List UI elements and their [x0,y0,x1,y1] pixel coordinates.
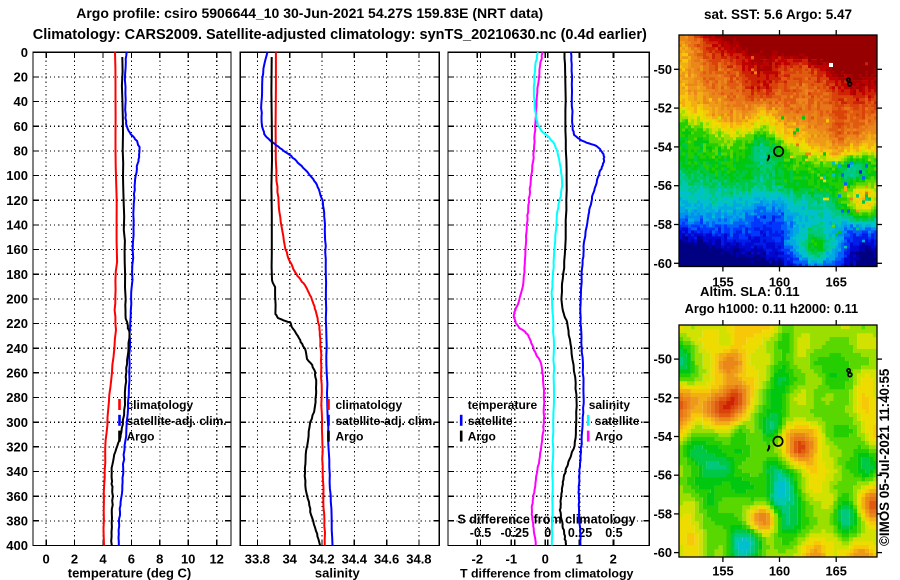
svg-text:sat. SST: 5.6 Argo: 5.47: sat. SST: 5.6 Argo: 5.47 [704,7,852,22]
svg-text:-60: -60 [654,545,673,560]
svg-text:240: 240 [6,341,28,356]
svg-text:6: 6 [128,551,135,566]
svg-text:20: 20 [14,70,28,85]
svg-text:165: 165 [826,564,847,579]
svg-text:climatology: climatology [336,398,403,412]
svg-text:salinity: salinity [315,566,361,580]
svg-text:Argo h1000: 0.11 h2000: 0.11: Argo h1000: 0.11 h2000: 0.11 [685,301,859,316]
svg-text:380: 380 [6,513,28,528]
svg-text:-50: -50 [654,62,673,77]
svg-text:200: 200 [6,292,28,307]
svg-text:-50: -50 [654,352,673,367]
svg-text:0: 0 [542,551,549,566]
svg-text:4: 4 [99,551,107,566]
svg-text:-60: -60 [654,256,673,271]
svg-text:0: 0 [21,45,28,60]
svg-text:1: 1 [576,551,583,566]
svg-text:©IMOS 05-Jul-2021 11:40:55: ©IMOS 05-Jul-2021 11:40:55 [877,368,892,546]
svg-text:satellite: satellite [468,414,513,428]
svg-text:100: 100 [6,168,28,183]
svg-text:salinity: salinity [589,398,631,412]
svg-text:-0.5: -0.5 [470,526,492,540]
svg-text:temperature (deg C): temperature (deg C) [68,566,192,580]
svg-text:satellite-adj. clim.: satellite-adj. clim. [336,414,436,428]
svg-text:260: 260 [6,365,28,380]
svg-text:155: 155 [712,564,733,579]
svg-text:33.8: 33.8 [245,551,270,566]
svg-text:0: 0 [544,526,551,540]
svg-text:180: 180 [6,267,28,282]
svg-text:34.8: 34.8 [406,551,431,566]
svg-text:160: 160 [6,242,28,257]
svg-text:165: 165 [826,274,847,289]
svg-text:220: 220 [6,316,28,331]
svg-text:Argo: Argo [595,430,623,444]
svg-text:140: 140 [6,218,28,233]
svg-text:-54: -54 [654,139,673,154]
svg-text:-54: -54 [654,429,673,444]
svg-text:-56: -56 [654,178,673,193]
svg-text:300: 300 [6,415,28,430]
svg-text:Climatology: CARS2009. Satelli: Climatology: CARS2009. Satellite-adjuste… [33,27,647,43]
svg-text:-2: -2 [472,551,484,566]
svg-text:400: 400 [6,538,28,553]
svg-text:280: 280 [6,390,28,405]
svg-text:temperature: temperature [468,398,538,412]
svg-text:120: 120 [6,193,28,208]
svg-text:climatology: climatology [127,398,194,412]
svg-text:-56: -56 [654,468,673,483]
svg-text:Altim. SLA: 0.11: Altim. SLA: 0.11 [700,284,800,299]
svg-text:Argo: Argo [468,430,496,444]
svg-text:Argo: Argo [336,430,364,444]
svg-text:34.2: 34.2 [309,551,334,566]
svg-text:-58: -58 [654,506,673,521]
svg-text:12: 12 [209,551,223,566]
svg-text:S difference from climatology: S difference from climatology [457,513,635,527]
svg-text:2: 2 [610,551,617,566]
svg-text:40: 40 [14,94,28,109]
svg-text:60: 60 [14,119,28,134]
svg-text:160: 160 [769,274,790,289]
svg-text:-52: -52 [654,101,673,116]
svg-text:340: 340 [6,464,28,479]
svg-text:-58: -58 [654,217,673,232]
svg-text:-0.25: -0.25 [500,526,529,540]
svg-text:155: 155 [712,274,733,289]
svg-text:Argo: Argo [127,430,155,444]
svg-text:-52: -52 [654,390,673,405]
svg-text:8: 8 [156,551,163,566]
svg-text:T difference from climatology: T difference from climatology [460,567,634,580]
svg-text:160: 160 [769,564,790,579]
svg-text:80: 80 [14,144,28,159]
svg-text:Argo profile: csiro 5906644_10: Argo profile: csiro 5906644_10 30-Jun-20… [76,5,543,21]
svg-text:320: 320 [6,439,28,454]
svg-text:0.5: 0.5 [605,526,622,540]
svg-text:360: 360 [6,489,28,504]
svg-text:10: 10 [181,551,195,566]
svg-text:0: 0 [42,551,49,566]
svg-text:34.4: 34.4 [342,551,368,566]
svg-text:-1: -1 [506,551,518,566]
svg-text:2: 2 [71,551,78,566]
svg-text:34.6: 34.6 [374,551,399,566]
svg-text:34: 34 [282,551,297,566]
svg-text:satellite: satellite [595,414,640,428]
svg-text:satellite-adj. clim.: satellite-adj. clim. [127,414,227,428]
